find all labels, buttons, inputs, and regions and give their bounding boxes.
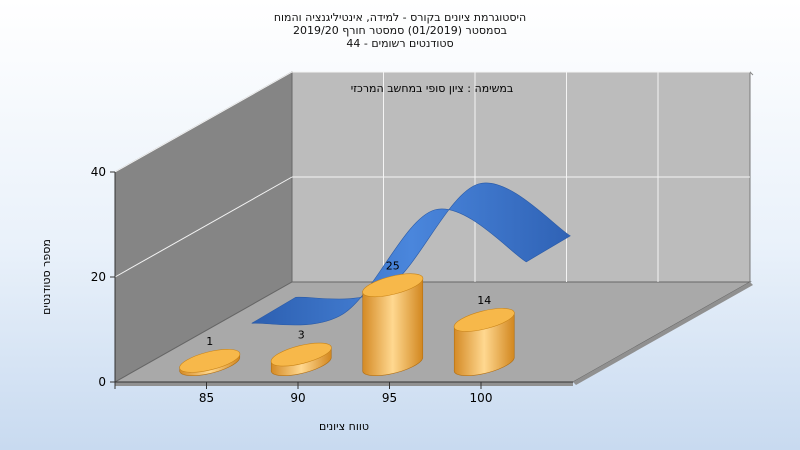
grid-line <box>114 71 293 173</box>
bar-top <box>270 342 332 367</box>
x-tick-label: 85 <box>199 391 214 405</box>
bar-95: 25 <box>362 259 424 377</box>
y-axis-title: מספר סטודנטים <box>40 239 53 315</box>
x-axis-title: טווח ציונים <box>319 420 369 433</box>
task-label: במשימה : ציון סופי במחשב המרכזי <box>351 82 514 95</box>
x-ticks: 85 90 95 100 <box>114 382 493 405</box>
bar-top <box>453 308 515 332</box>
data-label: 25 <box>386 259 400 272</box>
horizontal-grid <box>114 71 750 278</box>
bar-body <box>362 278 424 377</box>
y-tick-label: 40 <box>91 165 106 179</box>
bar-top <box>362 273 424 298</box>
x-tick-label: 90 <box>290 391 305 405</box>
data-label: 14 <box>477 294 491 307</box>
bar-85: 1 <box>179 335 241 377</box>
grid-line <box>114 176 293 278</box>
bar-90: 3 <box>270 329 332 377</box>
chart-title: היסטוגרמת ציונים בקורס - למידה, אינטיליג… <box>273 11 527 24</box>
x-tick-label: 100 <box>470 391 493 405</box>
y-tick-label: 20 <box>91 270 106 284</box>
y-ticks: 0 20 40 <box>91 165 115 389</box>
x-tick-label: 95 <box>382 391 397 405</box>
floor-edge <box>115 382 573 386</box>
bar-100: 14 <box>453 294 515 377</box>
data-label: 1 <box>206 335 213 348</box>
data-label: 3 <box>298 329 305 342</box>
chart-subtitle: בסמסטר (01/2019) סמסטר חורף 2019/20 <box>293 24 507 37</box>
bar-top <box>179 349 241 373</box>
registered-students: סטודנטים רשומים - 44 <box>346 37 454 50</box>
y-tick-label: 0 <box>98 375 106 389</box>
floor-side-edge <box>573 282 753 385</box>
bar-series: 1 3 25 14 <box>179 259 515 377</box>
